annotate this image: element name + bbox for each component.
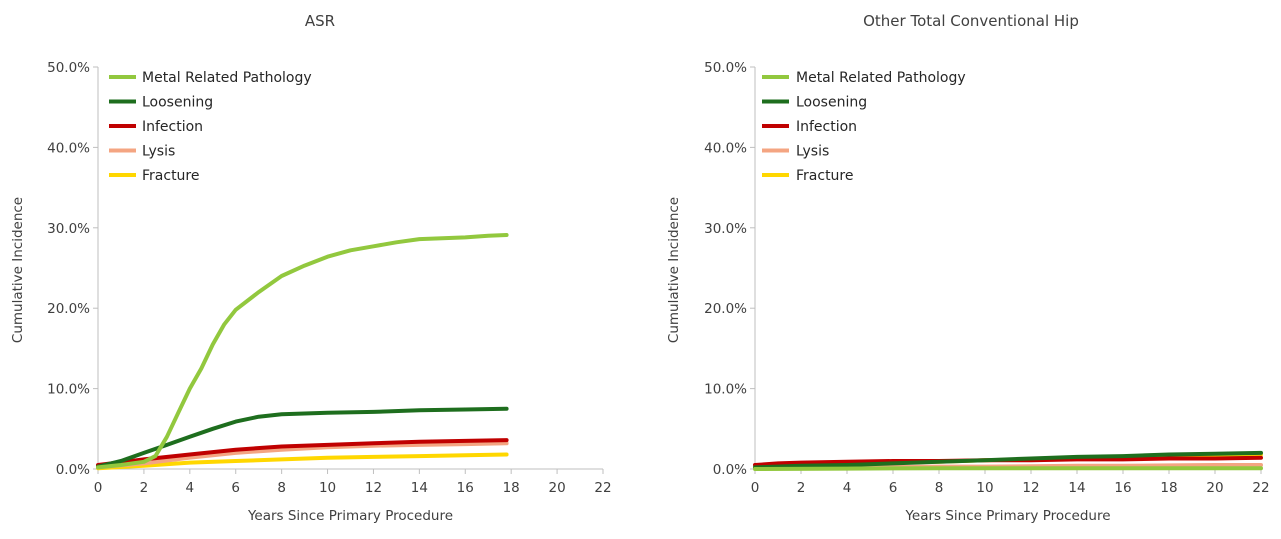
legend-label-loosening: Loosening — [796, 95, 867, 111]
x-axis-label: Years Since Primary Procedure — [247, 508, 453, 524]
y-tick-label: 30.0% — [47, 221, 90, 237]
x-tick-label: 18 — [503, 480, 520, 496]
x-tick-label: 8 — [277, 480, 286, 496]
series-line-loosening — [753, 450, 1263, 470]
legend-label-lysis: Lysis — [796, 144, 829, 160]
legend-label-lysis: Lysis — [142, 144, 175, 160]
legend-label-infection: Infection — [796, 119, 857, 135]
x-tick-label: 4 — [843, 480, 852, 496]
series-line-metal-related-pathology — [96, 233, 509, 470]
x-tick-label: 22 — [594, 480, 611, 496]
x-tick-label: 8 — [935, 480, 944, 496]
series-line-infection — [96, 438, 509, 467]
x-tick-label: 20 — [548, 480, 565, 496]
x-tick-label: 4 — [186, 480, 195, 496]
x-tick-label: 10 — [976, 480, 993, 496]
series-line-lysis — [96, 441, 509, 470]
y-tick-label: 30.0% — [704, 221, 747, 237]
legend-label-infection: Infection — [142, 119, 203, 135]
x-axis-label: Years Since Primary Procedure — [904, 508, 1110, 524]
y-tick-label: 20.0% — [704, 301, 747, 317]
x-tick-label: 0 — [94, 480, 103, 496]
y-axis-label: Cumulative Incidence — [666, 197, 682, 343]
y-axis-label: Cumulative Incidence — [10, 197, 26, 343]
x-tick-label: 2 — [140, 480, 149, 496]
chart-panel-1: ASR 0.0% 10.0% 20.0% 30.0% 40.0% 50.0% 0 2 4 6 8 10 1… — [10, 12, 612, 524]
y-tick-label: 20.0% — [47, 301, 90, 317]
x-tick-label: 14 — [1068, 480, 1085, 496]
x-tick-label: 6 — [889, 480, 898, 496]
y-tick-label: 10.0% — [47, 382, 90, 398]
series-line-metal-related-pathology — [753, 466, 1263, 471]
chart-panel-2: Other Total Conventional Hip 0.0% 10.0% 20.… — [666, 12, 1270, 524]
y-tick-label: 0.0% — [56, 462, 90, 478]
y-tick-label: 50.0% — [704, 60, 747, 76]
y-tick-label: 10.0% — [704, 382, 747, 398]
x-tick-label: 18 — [1160, 480, 1177, 496]
legend-label-fracture: Fracture — [142, 168, 200, 184]
y-tick-label: 40.0% — [47, 140, 90, 156]
y-tick-label: 0.0% — [713, 462, 747, 478]
x-tick-label: 12 — [1022, 480, 1039, 496]
x-tick-label: 2 — [797, 480, 806, 496]
x-tick-label: 10 — [319, 480, 336, 496]
series-line-loosening — [96, 406, 509, 469]
legend-label-metal-related-pathology: Metal Related Pathology — [796, 70, 966, 86]
x-tick-label: 6 — [231, 480, 240, 496]
series-line-fracture — [96, 452, 509, 471]
chart-title: ASR — [305, 12, 335, 30]
x-tick-label: 16 — [1114, 480, 1131, 496]
y-tick-label: 50.0% — [47, 60, 90, 76]
legend-label-fracture: Fracture — [796, 168, 854, 184]
y-tick-label: 40.0% — [704, 140, 747, 156]
x-tick-label: 20 — [1206, 480, 1223, 496]
legend-label-loosening: Loosening — [142, 95, 213, 111]
x-tick-label: 22 — [1252, 480, 1269, 496]
x-tick-label: 12 — [365, 480, 382, 496]
x-tick-label: 14 — [411, 480, 428, 496]
chart-title: Other Total Conventional Hip — [863, 12, 1079, 30]
legend-label-metal-related-pathology: Metal Related Pathology — [142, 70, 312, 86]
x-tick-label: 16 — [457, 480, 474, 496]
x-tick-label: 0 — [751, 480, 760, 496]
